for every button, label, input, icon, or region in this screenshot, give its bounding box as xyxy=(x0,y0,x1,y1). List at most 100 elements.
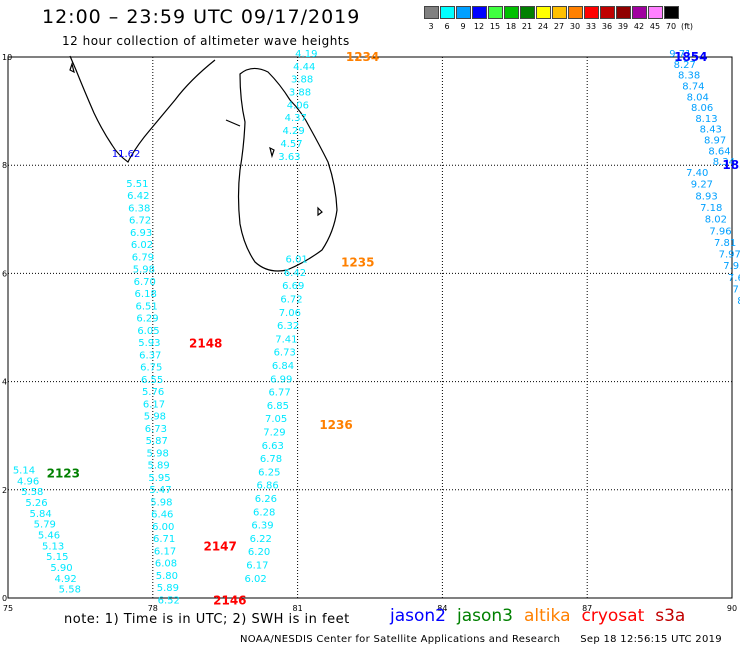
wave-height-value: 6.22 xyxy=(250,534,272,545)
wave-height-value: 6.02 xyxy=(245,574,267,585)
wave-height-value: 6.01 xyxy=(286,255,308,266)
wave-height-value: 5.90 xyxy=(50,563,72,574)
wave-height-value: 7.05 xyxy=(265,414,287,425)
legend-swatch-21: 21 xyxy=(519,6,535,31)
wave-height-value: 5.15 xyxy=(46,552,68,563)
legend-label: 27 xyxy=(553,22,565,31)
wave-height-value: 3.88 xyxy=(291,75,313,86)
satellite-cryosat: cryosat xyxy=(581,606,645,626)
wave-height-value: 7.81 xyxy=(714,238,736,249)
wave-height-value: 5.79 xyxy=(34,520,56,531)
wave-height-value: 5.98 xyxy=(133,265,155,276)
wave-height-value: 6.70 xyxy=(134,277,156,288)
wave-height-value: 6.73 xyxy=(145,424,167,435)
wave-height-value: 9.27 xyxy=(691,180,713,191)
satellite-altika: altika xyxy=(524,606,571,626)
lat-tick-label: 4 xyxy=(2,378,7,387)
wave-height-value: 6.73 xyxy=(274,348,296,359)
agency-credit: NOAA/NESDIS Center for Satellite Applica… xyxy=(240,634,561,645)
legend-swatch-3: 3 xyxy=(423,6,439,31)
legend-swatch-70: 70 xyxy=(663,6,679,31)
wave-height-value: 7.7 xyxy=(733,285,740,296)
wave-height-value: 6.77 xyxy=(268,388,290,399)
wave-height-value: 6.99 xyxy=(270,374,292,385)
color-scale-legend: 3 6 9 12 15 18 21 24 27 30 33 36 39 42 45 70 (ft) xyxy=(423,6,695,31)
lon-tick-label: 75 xyxy=(3,604,13,613)
wave-height-value: 6.63 xyxy=(262,441,284,452)
sri-lanka-coastline xyxy=(237,67,338,272)
wave-height-value: 6.20 xyxy=(248,547,270,558)
lon-tick-label: 84 xyxy=(437,604,447,613)
wave-height-value: 5.76 xyxy=(142,387,164,398)
wave-height-value: 7.96 xyxy=(709,226,731,237)
wave-height-value: 6.69 xyxy=(282,281,304,292)
wave-height-value: 5.26 xyxy=(25,498,47,509)
legend-label: 39 xyxy=(617,22,629,31)
wave-height-value: 5.51 xyxy=(126,179,148,190)
wave-height-value: 6.17 xyxy=(154,546,176,557)
wave-height-value: 4.57 xyxy=(280,139,302,150)
legend-swatch-18: 18 xyxy=(503,6,519,31)
wave-height-value: 4.37 xyxy=(285,113,307,124)
wave-height-value: 6.51 xyxy=(135,301,157,312)
generated-timestamp: Sep 18 12:56:15 UTC 2019 xyxy=(580,634,722,645)
wave-height-value: 7.97 xyxy=(719,250,740,261)
wave-height-value: 7.18 xyxy=(700,203,722,214)
legend-label: 9 xyxy=(460,22,466,31)
wave-height-value: 8.13 xyxy=(695,114,717,125)
wave-height-value: 8.06 xyxy=(691,103,713,114)
wave-height-value: 8.38 xyxy=(678,71,700,82)
wave-height-value: 6.32 xyxy=(277,321,299,332)
wave-height-value: 6.85 xyxy=(267,401,289,412)
satellite-jason2: jason2 xyxy=(390,606,446,626)
legend-label: 36 xyxy=(601,22,613,31)
legend-label: 18 xyxy=(505,22,517,31)
small-island-2 xyxy=(269,146,275,159)
legend-unit: (ft) xyxy=(680,22,694,31)
wave-height-value: 7.63 xyxy=(728,273,740,284)
satellite-legend: jason2 jason3 altika cryosat s3a xyxy=(390,606,685,626)
wave-height-value: 6.26 xyxy=(255,494,277,505)
wave-height-value: 5.13 xyxy=(42,541,64,552)
pass-number-label: 2123 xyxy=(47,467,80,481)
legend-swatch-45: 45 xyxy=(647,6,663,31)
map-frame xyxy=(7,56,733,599)
wave-height-value: 4.44 xyxy=(293,62,315,73)
wave-height-value: 5.89 xyxy=(147,461,169,472)
wave-height-value: 6.55 xyxy=(141,375,163,386)
small-island-1 xyxy=(69,61,75,74)
wave-height-value: 6.25 xyxy=(258,467,280,478)
legend-label: 70 xyxy=(665,22,677,31)
lon-tick-label: 90 xyxy=(727,604,737,613)
wave-height-value: 7.06 xyxy=(279,308,301,319)
wave-height-value: 6.71 xyxy=(153,534,175,545)
wave-height-value: 4.92 xyxy=(55,574,77,585)
wave-height-value: 6.00 xyxy=(152,522,174,533)
wave-height-value: 6.17 xyxy=(246,560,268,571)
mannar-island xyxy=(225,119,241,127)
wave-height-value: 5.89 xyxy=(157,583,179,594)
wave-height-value: 8.02 xyxy=(705,215,727,226)
legend-label: 6 xyxy=(444,22,450,31)
legend-swatch-30: 30 xyxy=(567,6,583,31)
wave-height-value: 7.95 xyxy=(723,261,740,272)
wave-height-value: 5.84 xyxy=(30,509,52,520)
legend-label: 42 xyxy=(633,22,645,31)
legend-swatch-42: 42 xyxy=(631,6,647,31)
wave-height-value: 6.84 xyxy=(272,361,294,372)
satellite-jason3: jason3 xyxy=(457,606,513,626)
small-island-3 xyxy=(317,206,323,217)
pass-number-label: 1235 xyxy=(341,256,374,270)
wave-height-value: 3.63 xyxy=(278,152,300,163)
lat-tick-label: 8 xyxy=(2,161,7,170)
wave-height-value: 6.79 xyxy=(132,252,154,263)
legend-swatch-27: 27 xyxy=(551,6,567,31)
wave-height-value: 11.62 xyxy=(112,149,141,160)
wave-height-value: 8.04 xyxy=(687,92,709,103)
wave-height-value: 6.75 xyxy=(140,363,162,374)
wave-height-value: 3.88 xyxy=(289,88,311,99)
wave-height-value: 6.78 xyxy=(260,454,282,465)
legend-swatch-33: 33 xyxy=(583,6,599,31)
wave-height-value: 5.58 xyxy=(59,585,81,596)
lat-tick-label: 10 xyxy=(2,53,12,62)
